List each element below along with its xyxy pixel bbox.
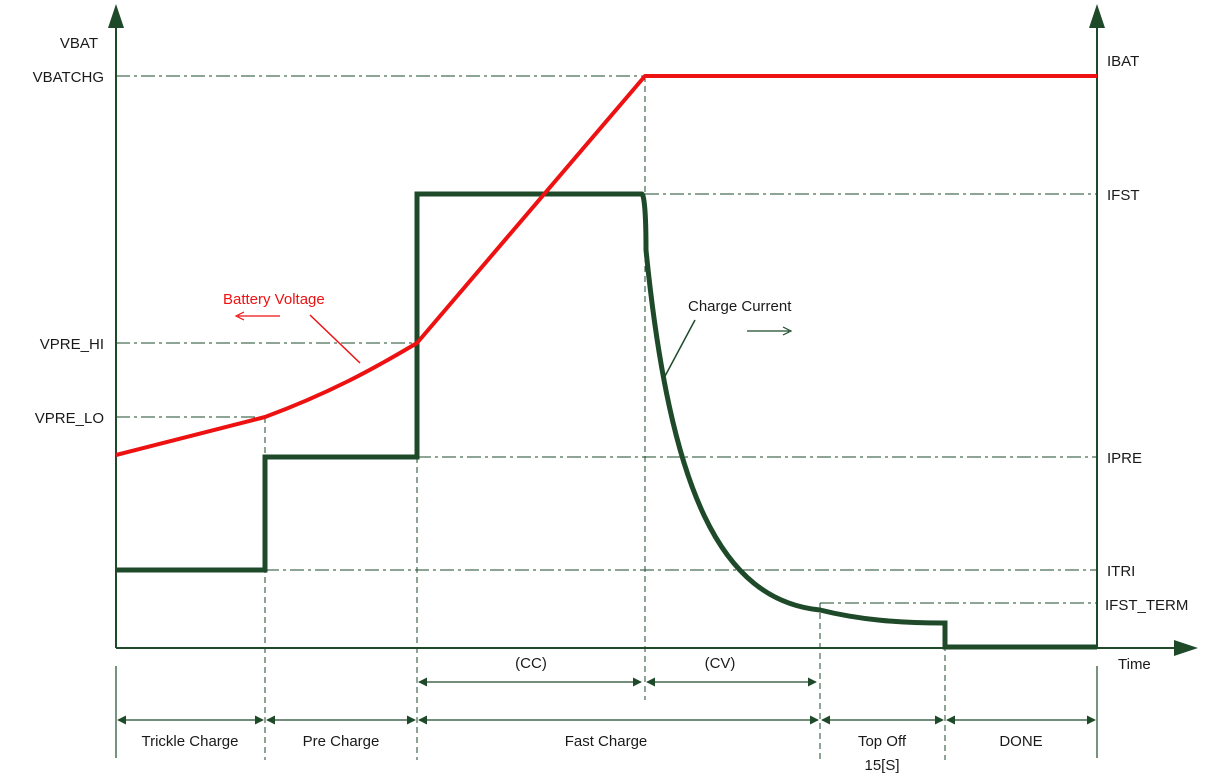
phase-arrows [117,677,1096,725]
x-axis-label: Time [1118,656,1151,673]
right-y-axis-arrow [1089,4,1105,28]
cv-label: (CV) [705,655,736,672]
battery-voltage-label: Battery Voltage [223,291,325,308]
voltage-direction-arrowhead [234,311,245,321]
voltage-callout-leader [309,314,361,364]
battery-voltage-curve [115,74,1097,457]
fast-charge-label: Fast Charge [565,733,648,750]
vpre-hi-label: VPRE_HI [40,336,104,353]
phase-guides [264,76,946,760]
trickle-charge-label: Trickle Charge [142,733,239,750]
charge-current-label: Charge Current [688,298,792,315]
itri-label: ITRI [1107,563,1135,580]
vpre-lo-label: VPRE_LO [35,410,104,427]
top-off-label: Top Off [858,733,907,750]
charge-current-curve [116,191,1097,650]
current-direction-arrowhead [782,326,793,336]
ipre-label: IPRE [1107,450,1142,467]
cc-label: (CC) [515,655,547,672]
ifst-label: IFST [1107,187,1140,204]
vbatchg-label: VBATCHG [33,69,104,86]
top-off-duration-label: 15[S] [864,757,899,774]
curve-callouts [234,311,793,379]
current-callout-leader [663,319,696,379]
pre-charge-label: Pre Charge [303,733,380,750]
left-y-axis-arrow [108,4,124,28]
right-axis-label: IBAT [1107,53,1139,70]
level-guides [116,75,1097,604]
x-axis-arrow [1174,640,1198,656]
ifst-term-label: IFST_TERM [1105,597,1188,614]
done-label: DONE [999,733,1042,750]
left-axis-label: VBAT [60,35,98,52]
